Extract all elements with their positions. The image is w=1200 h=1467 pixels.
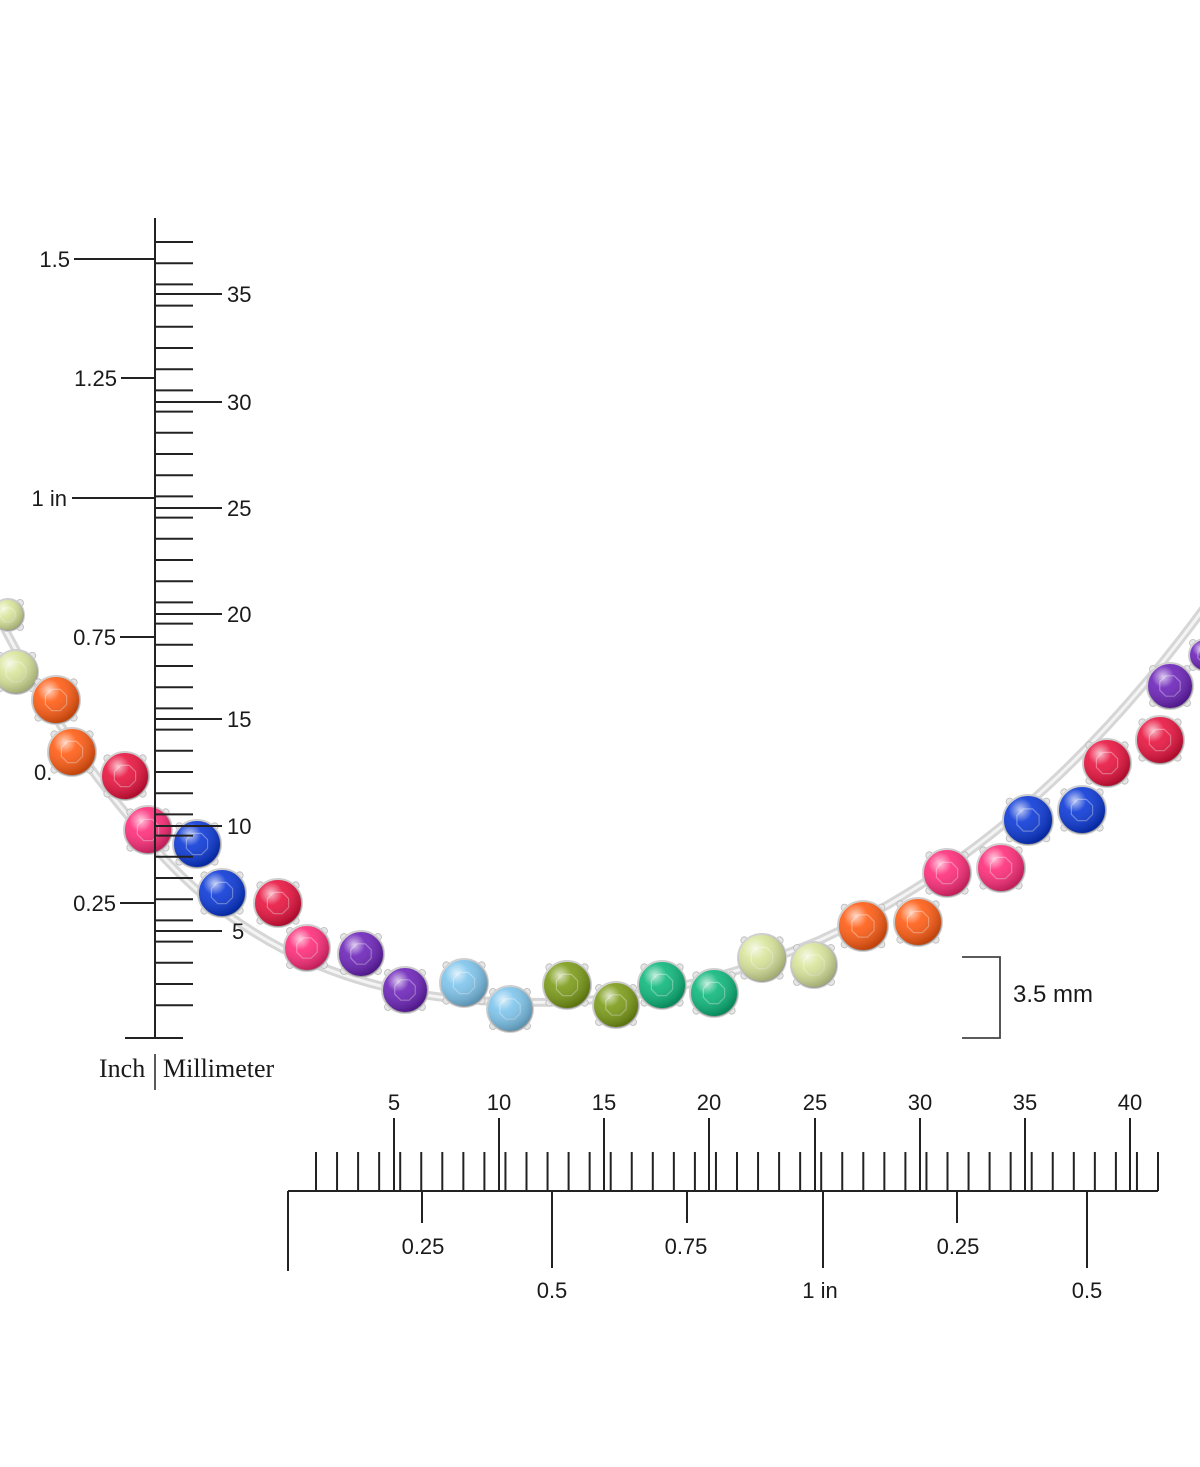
gemstone bbox=[542, 960, 592, 1010]
gemstone bbox=[31, 675, 81, 725]
gemstone bbox=[790, 941, 838, 989]
hruler-inch-label: 0.25 bbox=[402, 1234, 445, 1259]
vruler-inch-label: 0.75 bbox=[73, 625, 116, 650]
vruler-inch-label: 0.25 bbox=[73, 891, 116, 916]
hruler-mm-label: 40 bbox=[1118, 1090, 1142, 1115]
gemstone bbox=[1146, 662, 1194, 710]
vruler-inch-label: 1.5 bbox=[39, 247, 70, 272]
vruler-mm-label: 20 bbox=[227, 602, 251, 627]
inch-caption: Inch bbox=[99, 1054, 146, 1083]
gemstone bbox=[123, 805, 173, 855]
vruler-inch-label: 1 in bbox=[32, 486, 67, 511]
gemstone bbox=[893, 897, 943, 947]
hruler-inch-label: 0.5 bbox=[1072, 1278, 1103, 1303]
gemstone bbox=[922, 848, 972, 898]
dimension-label: 3.5 mm bbox=[1013, 981, 1094, 1008]
gemstone bbox=[100, 751, 150, 801]
hruler-inch-label: 0.75 bbox=[665, 1234, 708, 1259]
vruler-inch-label: 1.25 bbox=[74, 366, 117, 391]
vruler-inch-label: 0. bbox=[34, 760, 52, 785]
hruler-mm-label: 15 bbox=[592, 1090, 616, 1115]
gemstone bbox=[439, 958, 489, 1008]
hruler-mm-label: 35 bbox=[1013, 1090, 1037, 1115]
gemstone bbox=[381, 966, 429, 1014]
gemstone bbox=[689, 968, 739, 1018]
gemstone bbox=[637, 960, 687, 1010]
gemstone bbox=[283, 924, 331, 972]
gemstone bbox=[1135, 715, 1185, 765]
gemstone bbox=[197, 868, 247, 918]
gemstone bbox=[337, 930, 385, 978]
vertical-ruler bbox=[125, 218, 183, 1090]
hruler-inch-label: 1 in bbox=[802, 1278, 837, 1303]
hruler-inch-label: 0.25 bbox=[937, 1234, 980, 1259]
gemstone bbox=[592, 981, 640, 1029]
hruler-mm-label: 5 bbox=[388, 1090, 400, 1115]
millimeter-caption: Millimeter bbox=[163, 1054, 275, 1083]
hruler-mm-label: 10 bbox=[487, 1090, 511, 1115]
vruler-mm-label: 15 bbox=[227, 707, 251, 732]
gemstone bbox=[0, 598, 25, 632]
vruler-mm-label: 35 bbox=[227, 282, 251, 307]
gemstone bbox=[737, 933, 787, 983]
hruler-inch-label: 0.5 bbox=[537, 1278, 568, 1303]
hruler-mm-label: 30 bbox=[908, 1090, 932, 1115]
gemstone bbox=[1082, 738, 1132, 788]
hruler-mm-label: 20 bbox=[697, 1090, 721, 1115]
gemstone bbox=[1057, 785, 1107, 835]
vruler-mm-label: 30 bbox=[227, 390, 251, 415]
gemstone bbox=[1188, 638, 1200, 672]
gemstone bbox=[486, 985, 534, 1033]
hruler-mm-label: 25 bbox=[803, 1090, 827, 1115]
gemstone bbox=[837, 900, 889, 952]
gemstone bbox=[172, 819, 222, 869]
gemstone bbox=[47, 727, 97, 777]
gemstone bbox=[253, 878, 303, 928]
gemstone bbox=[0, 649, 39, 695]
gemstone bbox=[1002, 794, 1054, 846]
vruler-mm-label: 10 bbox=[227, 814, 251, 839]
vruler-mm-label: 25 bbox=[227, 496, 251, 521]
gemstone bbox=[976, 843, 1026, 893]
horizontal-ruler bbox=[287, 1190, 1158, 1271]
gemstones bbox=[0, 598, 1200, 1033]
dimension-bracket bbox=[962, 956, 1001, 1039]
vruler-mm-label: 5 bbox=[232, 919, 244, 944]
